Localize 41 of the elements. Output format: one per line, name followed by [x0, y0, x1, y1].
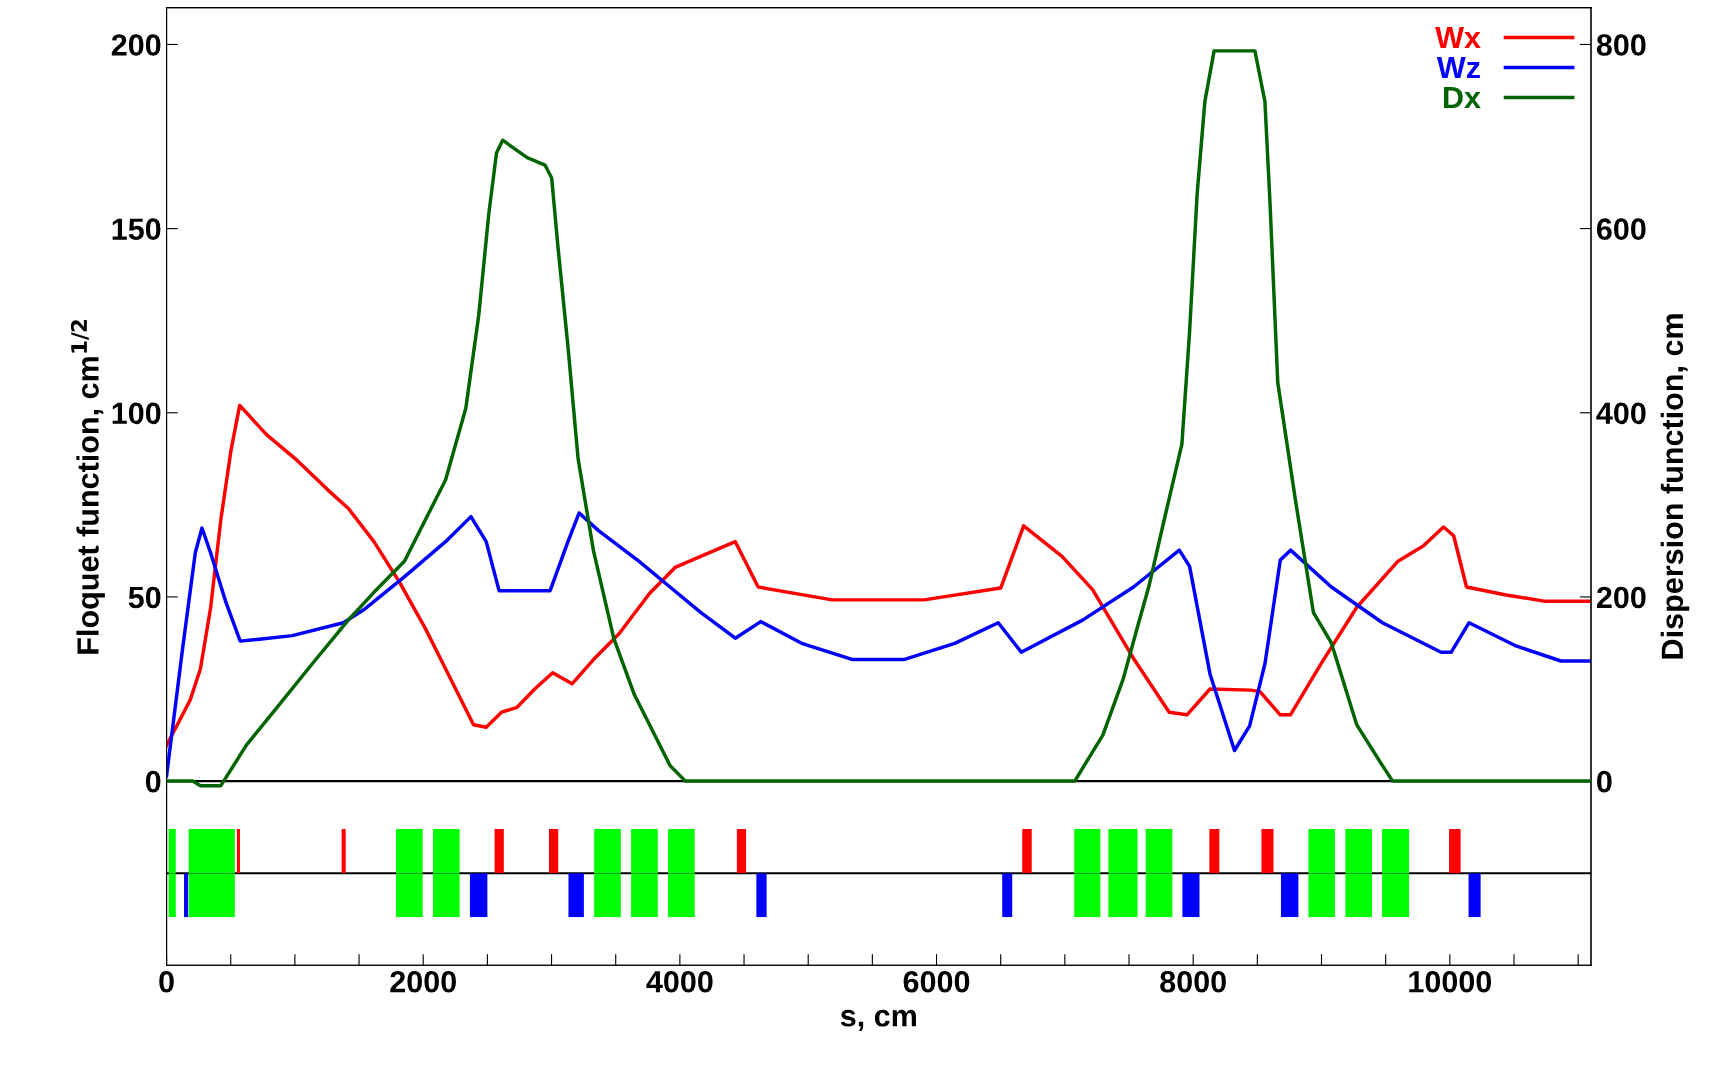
bar: [1002, 873, 1013, 918]
bar: [756, 873, 767, 918]
line-series: [166, 49, 1591, 788]
y2-tick-label: 400: [1596, 402, 1646, 425]
y2-tick-label: 800: [1596, 34, 1646, 56]
y2-tick-label: 0: [1597, 770, 1612, 793]
y-tick-label: 150: [112, 218, 161, 240]
x-tick-label: 6000: [903, 970, 970, 993]
bar: [184, 873, 189, 918]
line-series: [166, 511, 1591, 778]
bar: [548, 828, 559, 874]
line-series: [166, 403, 1591, 748]
legend-label: Dx: [1443, 87, 1481, 109]
x-tick-label: 2000: [390, 970, 456, 993]
y-axis-title: Floquet function, cm$^{1/2}$: [70, 320, 105, 654]
y-tick-label: 100: [112, 402, 161, 425]
bar: [736, 828, 747, 874]
y-tick-label: 200: [111, 34, 161, 56]
bar: [1022, 828, 1032, 874]
bar: [1182, 873, 1200, 918]
bar: [1449, 828, 1461, 874]
y2-tick-label: 600: [1596, 218, 1646, 240]
bar: [1468, 873, 1481, 918]
bar: [469, 873, 488, 918]
x-tick-label: 8000: [1160, 970, 1226, 993]
y-tick-label: 0: [145, 770, 161, 793]
bar: [568, 873, 584, 918]
legend-label: Wx: [1435, 27, 1481, 49]
x-tick-label: 10000: [1409, 970, 1492, 993]
y-tick-label: 50: [128, 586, 161, 609]
x-axis-title: s, cm: [840, 1009, 916, 1032]
bar: [1209, 828, 1220, 874]
bar: [1280, 873, 1299, 918]
bar: [494, 828, 504, 874]
bar: [236, 828, 240, 874]
bar: [1261, 828, 1274, 874]
x-tick-label: 4000: [646, 970, 713, 993]
y2-axis-title: Dispersion function, cm: [1660, 314, 1690, 659]
legend-label: Wz: [1436, 57, 1480, 79]
bar: [341, 828, 346, 874]
y2-tick-label: 200: [1596, 586, 1646, 609]
